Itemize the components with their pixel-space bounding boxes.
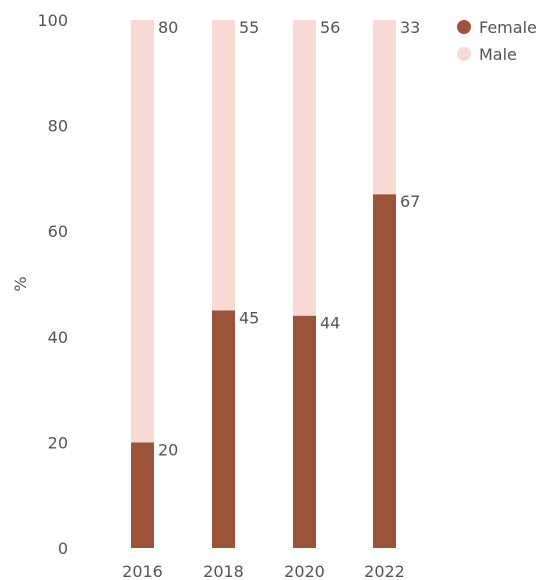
- data-label: 20: [158, 440, 178, 459]
- x-tick-label: 2020: [284, 562, 325, 580]
- y-tick-label: 80: [48, 117, 68, 136]
- data-label: 56: [320, 18, 340, 37]
- bar-segment: [131, 442, 154, 548]
- legend-marker: [457, 47, 471, 61]
- value-labels: 20 80 45 55 44 56 67 33: [158, 18, 420, 459]
- x-tick-label: 2018: [203, 562, 244, 580]
- bar-segment: [212, 20, 235, 311]
- legend-marker: [457, 20, 471, 34]
- bar-segment: [373, 20, 396, 195]
- data-label: 33: [400, 18, 420, 37]
- legend-label: Female: [479, 18, 537, 37]
- y-tick-label: 20: [48, 433, 68, 452]
- y-tick-label: 0: [58, 539, 68, 558]
- y-tick-label: 60: [48, 222, 68, 241]
- bar-segment: [293, 315, 316, 548]
- bar-segment: [293, 20, 316, 316]
- data-label: 80: [158, 18, 178, 37]
- bar-segment: [212, 310, 235, 548]
- y-tick-label: 100: [37, 11, 68, 30]
- legend: Female Male: [457, 18, 537, 64]
- x-tick-label: 2022: [364, 562, 405, 580]
- y-tick-label: 40: [48, 328, 68, 347]
- data-label: 55: [239, 18, 259, 37]
- bar-segment: [131, 20, 154, 443]
- bars: [131, 20, 396, 549]
- legend-label: Male: [479, 45, 517, 64]
- data-label: 44: [320, 314, 340, 333]
- data-label: 45: [239, 308, 259, 327]
- x-tick-label: 2016: [122, 562, 163, 580]
- y-axis: 0 20 40 60 80 100: [37, 11, 68, 558]
- data-label: 67: [400, 192, 420, 211]
- y-axis-label: %: [11, 276, 30, 291]
- x-axis: 2016 2018 2020 2022: [122, 562, 405, 580]
- bar-segment: [373, 194, 396, 549]
